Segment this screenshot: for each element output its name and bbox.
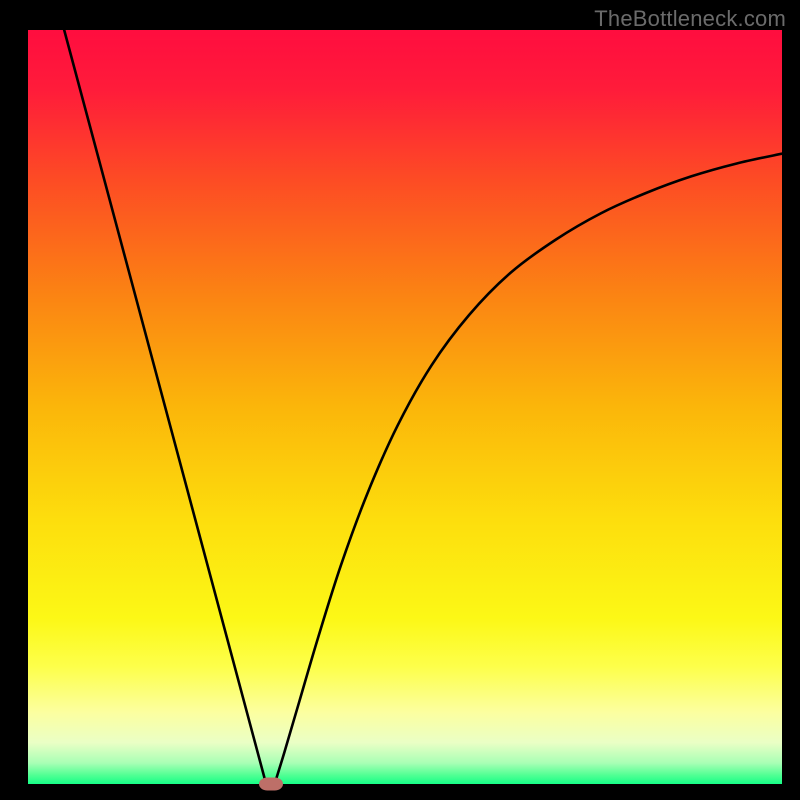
optimal-marker	[259, 778, 283, 791]
curve-right-branch	[275, 154, 782, 782]
bottleneck-curve	[28, 30, 782, 784]
watermark-text: TheBottleneck.com	[594, 6, 786, 32]
curve-left-branch	[64, 30, 265, 782]
plot-area	[28, 30, 782, 784]
chart-container: TheBottleneck.com	[0, 0, 800, 800]
